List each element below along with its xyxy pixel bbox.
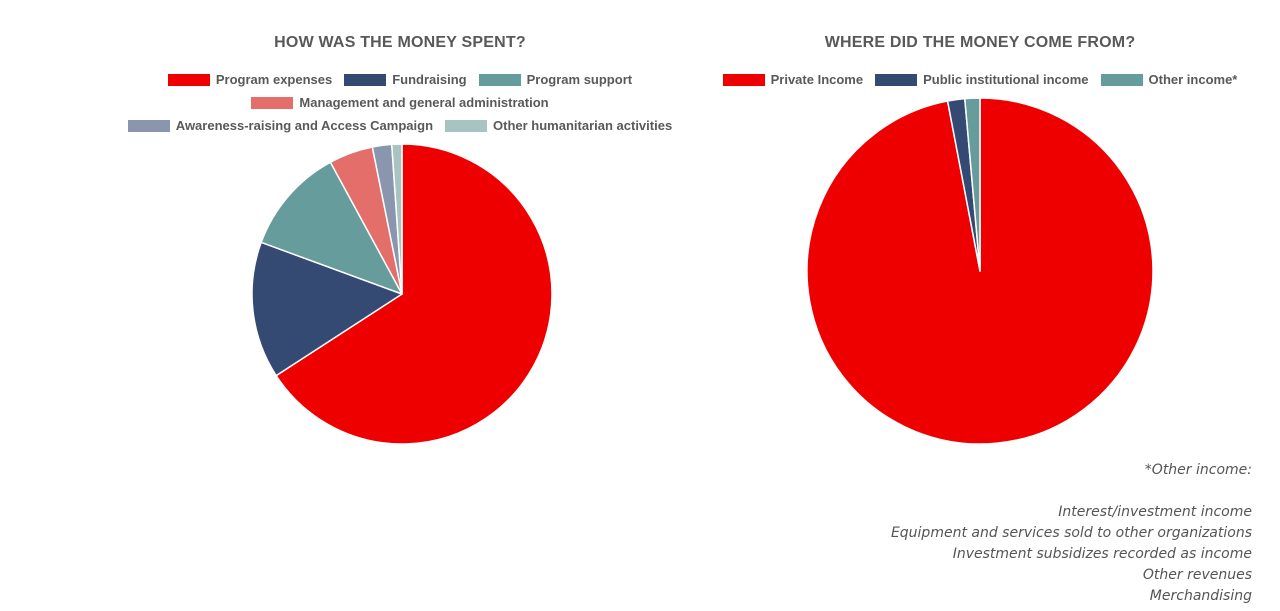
footnote-item: Other revenues [1142, 567, 1252, 583]
footnote-item: Interest/investment income [1058, 504, 1252, 520]
income-legend: Private Income Public institutional incom… [680, 68, 1280, 91]
legend-label: Other humanitarian activities [493, 118, 673, 133]
pie-slice-other-humanitarian-activities[interactable] [390, 143, 403, 295]
legend-label: Program expenses [215, 72, 333, 87]
legend-item-other-humanitarian-activities[interactable]: Other humanitarian activities [445, 118, 672, 133]
legend-row: Management and general administration [0, 91, 800, 114]
pie-slice-fundraising[interactable] [251, 241, 403, 377]
legend-item-awareness-raising-and-access-campaign[interactable]: Awareness-raising and Access Campaign [127, 118, 434, 133]
spending-chart-title: HOW WAS THE MONEY SPENT? [274, 34, 526, 51]
legend-swatch [722, 73, 765, 86]
income-chart-title: WHERE DID THE MONEY COME FROM? [824, 34, 1136, 51]
legend-item-program-expenses[interactable]: Program expenses [167, 72, 333, 87]
legend-swatch [127, 119, 170, 132]
footnote-title: *Other income: [1144, 462, 1252, 478]
legend-item-program-support[interactable]: Program support [478, 72, 633, 87]
legend-label: Private Income [770, 72, 864, 87]
pie-slice-program-support[interactable] [260, 161, 403, 295]
spending-pie [251, 143, 553, 445]
legend-item-management-and-general-administration[interactable]: Management and general administration [251, 95, 549, 110]
income-chart-panel: WHERE DID THE MONEY COME FROM? Private I… [680, 0, 1280, 460]
legend-label: Awareness-raising and Access Campaign [175, 118, 434, 133]
legend-swatch [344, 73, 387, 86]
legend-item-public-institutional-income[interactable]: Public institutional income [875, 72, 1089, 87]
spending-chart-panel: HOW WAS THE MONEY SPENT? Program expense… [0, 0, 800, 460]
spending-legend: Program expenses Fundraising Program suppo… [0, 68, 800, 137]
pie-slice-program-expenses[interactable] [275, 143, 553, 445]
legend-label: Program support [526, 72, 633, 87]
legend-item-fundraising[interactable]: Fundraising [344, 72, 467, 87]
legend-item-other-income[interactable]: Other income* [1100, 72, 1238, 87]
income-pie [806, 97, 1154, 445]
legend-row: Program expenses Fundraising Program suppo… [0, 68, 800, 91]
pie-slice-other-income[interactable] [964, 97, 981, 272]
legend-swatch [875, 73, 918, 86]
footnote-item: Merchandising [1149, 588, 1252, 604]
legend-label: Other income* [1148, 72, 1238, 87]
legend-label: Fundraising [392, 72, 467, 87]
other-income-footnote: *Other income: Interest/investment incom… [891, 460, 1252, 607]
legend-item-private-income[interactable]: Private Income [722, 72, 864, 87]
footnote-item: Investment subsidizes recorded as income [952, 546, 1252, 562]
legend-swatch [478, 73, 521, 86]
legend-swatch [445, 119, 488, 132]
legend-swatch [251, 96, 294, 109]
footnote-item: Equipment and services sold to other org… [890, 525, 1252, 541]
legend-swatch [167, 73, 210, 86]
legend-label: Management and general administration [299, 95, 549, 110]
legend-row: Awareness-raising and Access Campaign Oth… [0, 114, 800, 137]
legend-swatch [1100, 73, 1143, 86]
legend-label: Public institutional income [923, 72, 1089, 87]
legend-row: Private Income Public institutional incom… [680, 68, 1280, 91]
